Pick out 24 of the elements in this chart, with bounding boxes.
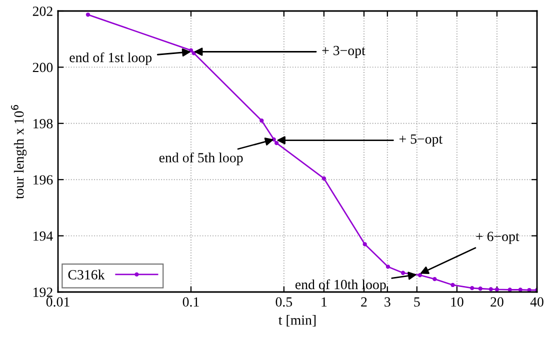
x-axis-title: t [min] xyxy=(278,315,316,327)
annotation: + 5−opt xyxy=(399,134,443,147)
x-tick-label: 0.5 xyxy=(276,297,292,307)
x-tick-label: 40 xyxy=(530,297,544,307)
x-tick-label: 0.1 xyxy=(182,297,199,307)
y-tick-label: 202 xyxy=(32,6,52,16)
annotation: + 3−opt xyxy=(322,46,366,58)
x-tick-label: 0.01 xyxy=(46,297,70,307)
y-tick-label: 196 xyxy=(34,175,53,185)
annotation: end of 1st loop xyxy=(70,52,152,66)
annotation: + 6−opt xyxy=(476,232,520,244)
y-tick-label: 198 xyxy=(34,118,53,128)
x-tick-label: 20 xyxy=(490,297,504,307)
y-tick-label: 194 xyxy=(34,231,53,241)
annotation: end of 5th loop xyxy=(159,152,243,166)
y-tick-label: 192 xyxy=(34,288,52,297)
y-axis-title: tour length x 10$^{6}$ xyxy=(11,105,27,199)
x-tick-label: 3 xyxy=(384,297,390,307)
legend-label: C316k xyxy=(68,270,105,280)
x-tick-label: 2 xyxy=(361,297,367,306)
x-tick-label: 10 xyxy=(451,297,464,307)
x-tick-label: 1 xyxy=(322,297,327,306)
y-tick-label: 200 xyxy=(32,62,53,72)
x-tick-label: 5 xyxy=(414,297,420,307)
